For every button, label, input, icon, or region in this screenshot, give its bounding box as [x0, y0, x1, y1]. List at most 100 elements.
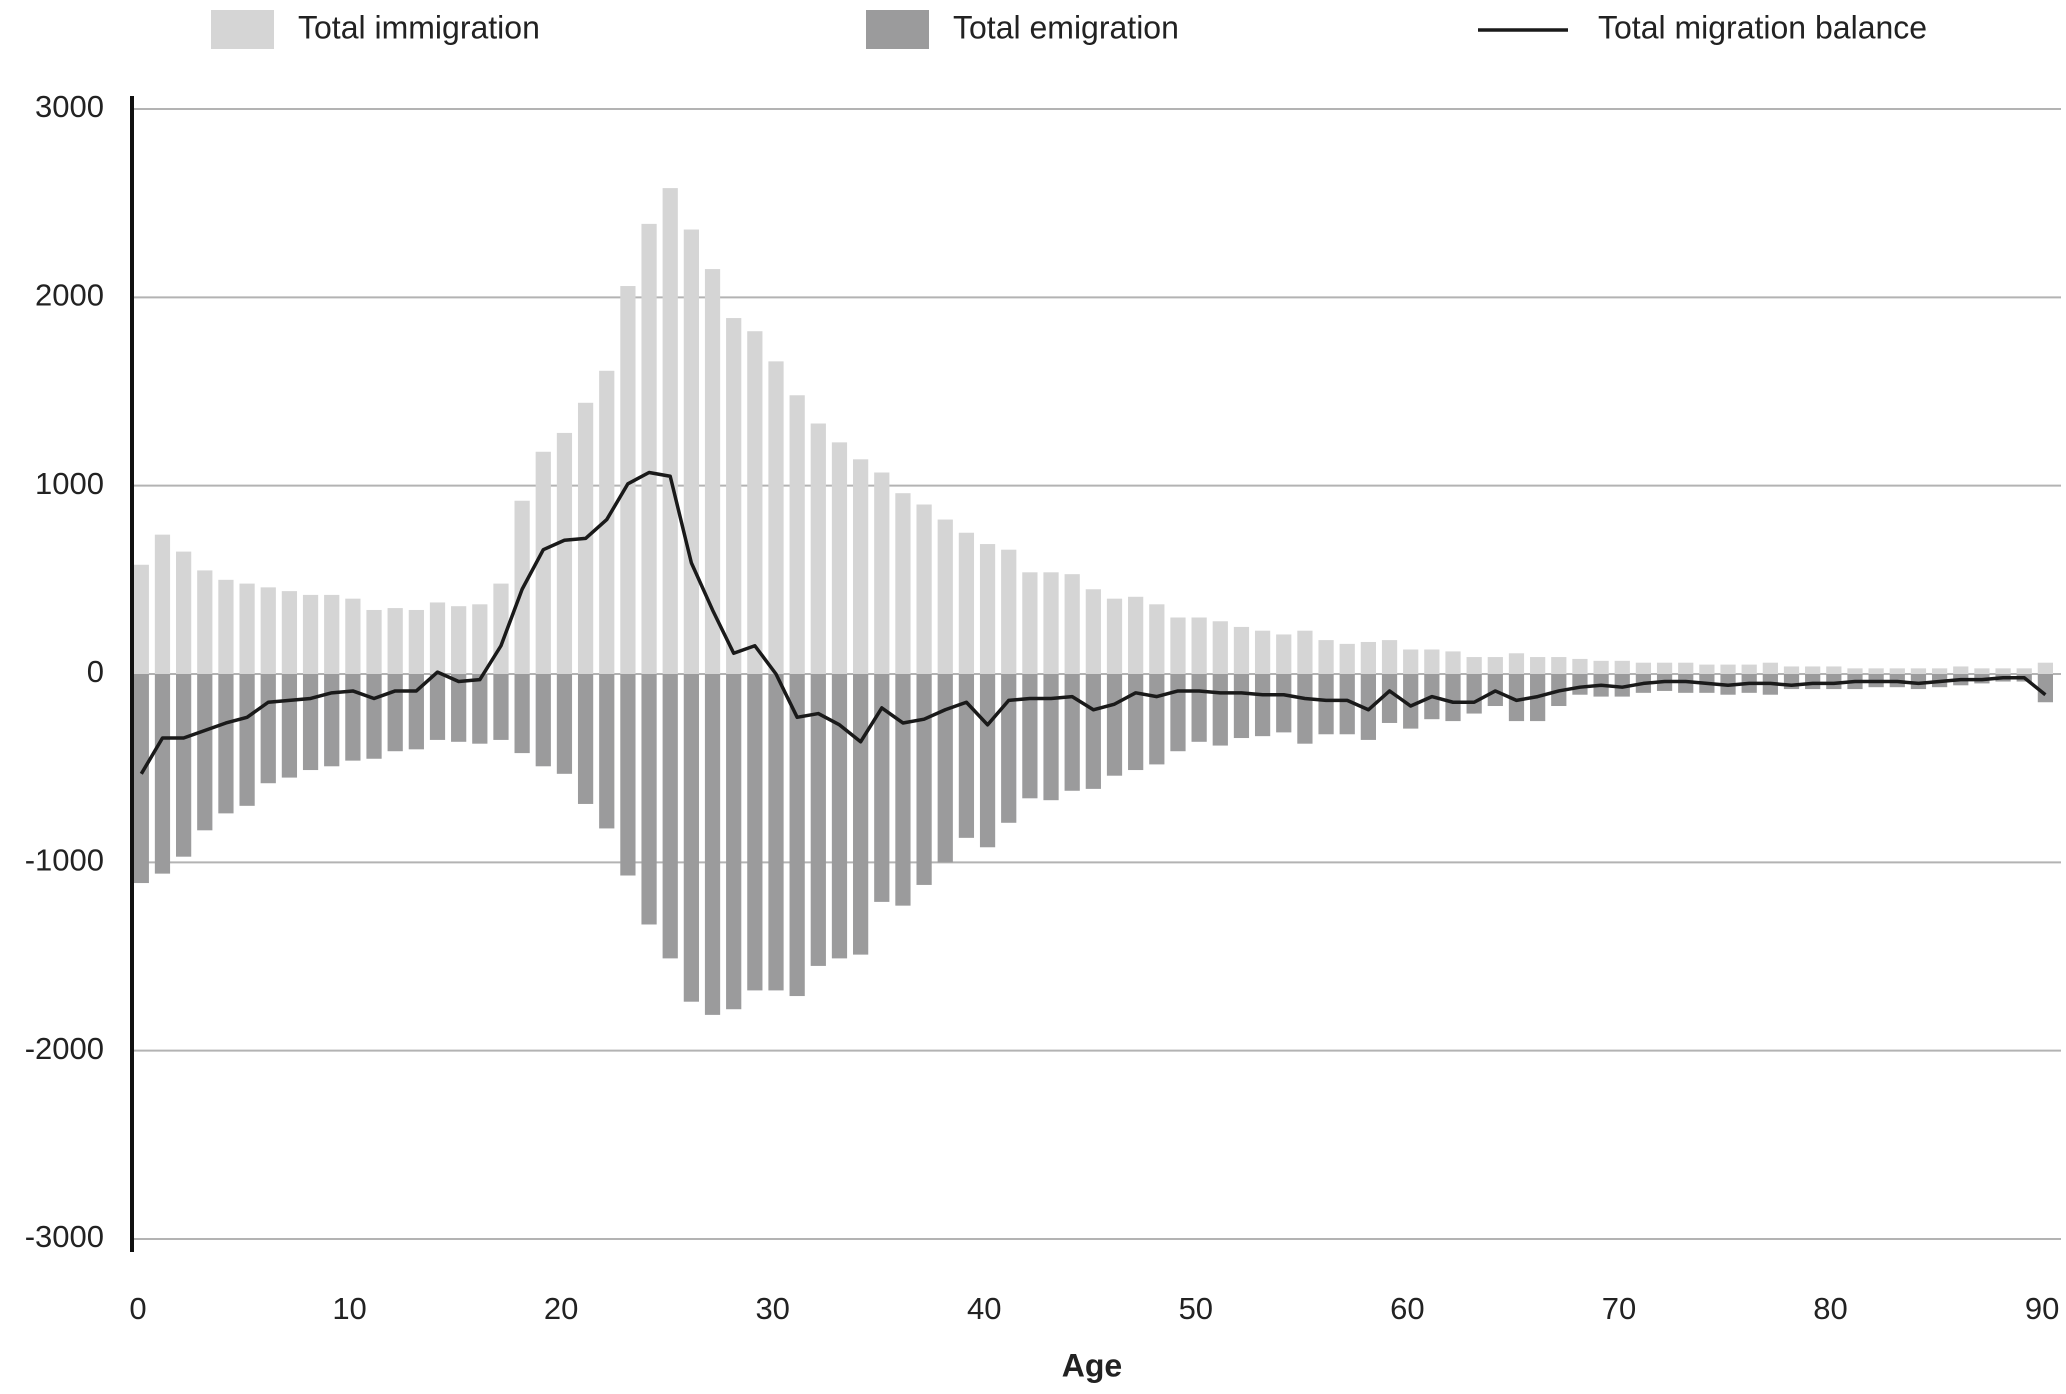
- bar: [1212, 674, 1228, 746]
- bar: [683, 229, 699, 675]
- bar: [176, 674, 192, 857]
- bar: [1805, 674, 1821, 690]
- x-tick-label: 20: [544, 1291, 578, 1326]
- bar: [1826, 666, 1842, 674]
- balance-line: [139, 470, 2047, 775]
- x-tick-label: 10: [332, 1291, 366, 1326]
- bar: [302, 674, 319, 771]
- bar: [1106, 598, 1123, 674]
- bar: [1466, 657, 1482, 674]
- x-tick-label: 60: [1390, 1291, 1424, 1326]
- bar: [789, 674, 805, 997]
- bar: [514, 674, 530, 754]
- bar: [1678, 674, 1694, 693]
- bar: [2037, 674, 2053, 703]
- bar: [176, 551, 192, 674]
- bar: [1614, 660, 1630, 674]
- bar: [662, 188, 678, 674]
- bar: [958, 532, 975, 674]
- bar: [1276, 674, 1292, 733]
- bar: [1170, 674, 1186, 752]
- bar: [831, 442, 848, 674]
- bar: [2037, 662, 2053, 674]
- bar: [1805, 666, 1821, 674]
- x-tick-label: 0: [129, 1291, 146, 1326]
- bar: [345, 598, 361, 674]
- bar: [1297, 630, 1313, 674]
- bar: [1233, 626, 1250, 674]
- bar: [789, 395, 805, 674]
- bar: [2016, 668, 2032, 674]
- bar: [1995, 668, 2011, 674]
- bar: [768, 674, 784, 991]
- bar: [154, 674, 171, 874]
- bar: [493, 674, 509, 740]
- bar: [1403, 674, 1419, 729]
- bar: [916, 674, 932, 885]
- bar: [1064, 674, 1080, 791]
- bar: [1720, 664, 1736, 674]
- bar: [768, 361, 784, 674]
- bar: [810, 674, 826, 966]
- bar: [345, 674, 361, 761]
- bar: [1001, 674, 1017, 823]
- bar: [1381, 640, 1398, 674]
- bar: [1339, 643, 1355, 674]
- bar: [1106, 674, 1123, 776]
- x-tick-label: 90: [2025, 1291, 2059, 1326]
- bar: [281, 674, 298, 778]
- x-axis-title: Age: [1062, 1347, 1122, 1383]
- bar: [1487, 657, 1503, 674]
- bar: [979, 544, 996, 674]
- y-tick-label: -3000: [25, 1219, 104, 1254]
- bar: [1191, 674, 1207, 742]
- bar: [1847, 668, 1863, 674]
- bar: [556, 432, 573, 674]
- bar: [1085, 674, 1101, 789]
- bar: [1953, 666, 1969, 674]
- bar: [1297, 674, 1313, 744]
- x-tick-label: 70: [1602, 1291, 1636, 1326]
- bar: [1508, 674, 1525, 722]
- legend-swatch: [866, 10, 929, 49]
- bar: [239, 583, 255, 674]
- bar: [387, 674, 403, 752]
- bar: [1318, 640, 1334, 674]
- bar: [197, 674, 213, 831]
- bar: [281, 591, 298, 674]
- bar: [1635, 662, 1652, 674]
- bar: [1678, 662, 1694, 674]
- bar: [704, 269, 721, 674]
- bar: [451, 674, 467, 742]
- bar: [429, 602, 446, 674]
- bar: [1572, 674, 1588, 695]
- legend-swatch: [211, 10, 274, 49]
- bar: [1064, 574, 1080, 674]
- bar: [747, 331, 763, 674]
- bar: [451, 606, 467, 674]
- bar: [1466, 674, 1482, 714]
- bar: [1826, 674, 1842, 690]
- bar: [429, 674, 446, 740]
- bar: [197, 570, 213, 674]
- y-tick-label: 0: [87, 654, 104, 689]
- y-tick-label: 2000: [35, 278, 104, 313]
- bar: [1339, 674, 1355, 735]
- bar: [387, 608, 403, 674]
- bar: [1149, 674, 1165, 765]
- bar: [599, 674, 615, 829]
- bar: [747, 674, 763, 991]
- bar: [1170, 617, 1186, 674]
- bar: [1445, 674, 1461, 722]
- bar: [1783, 666, 1800, 674]
- bar: [641, 674, 657, 925]
- bar: [535, 451, 551, 674]
- bar: [1741, 664, 1757, 674]
- bar: [1868, 668, 1884, 674]
- bar: [683, 674, 699, 1002]
- bar: [979, 674, 996, 848]
- bar: [1910, 674, 1927, 690]
- y-tick-label: 1000: [35, 466, 104, 501]
- bar: [1360, 641, 1376, 674]
- bar: [937, 519, 953, 674]
